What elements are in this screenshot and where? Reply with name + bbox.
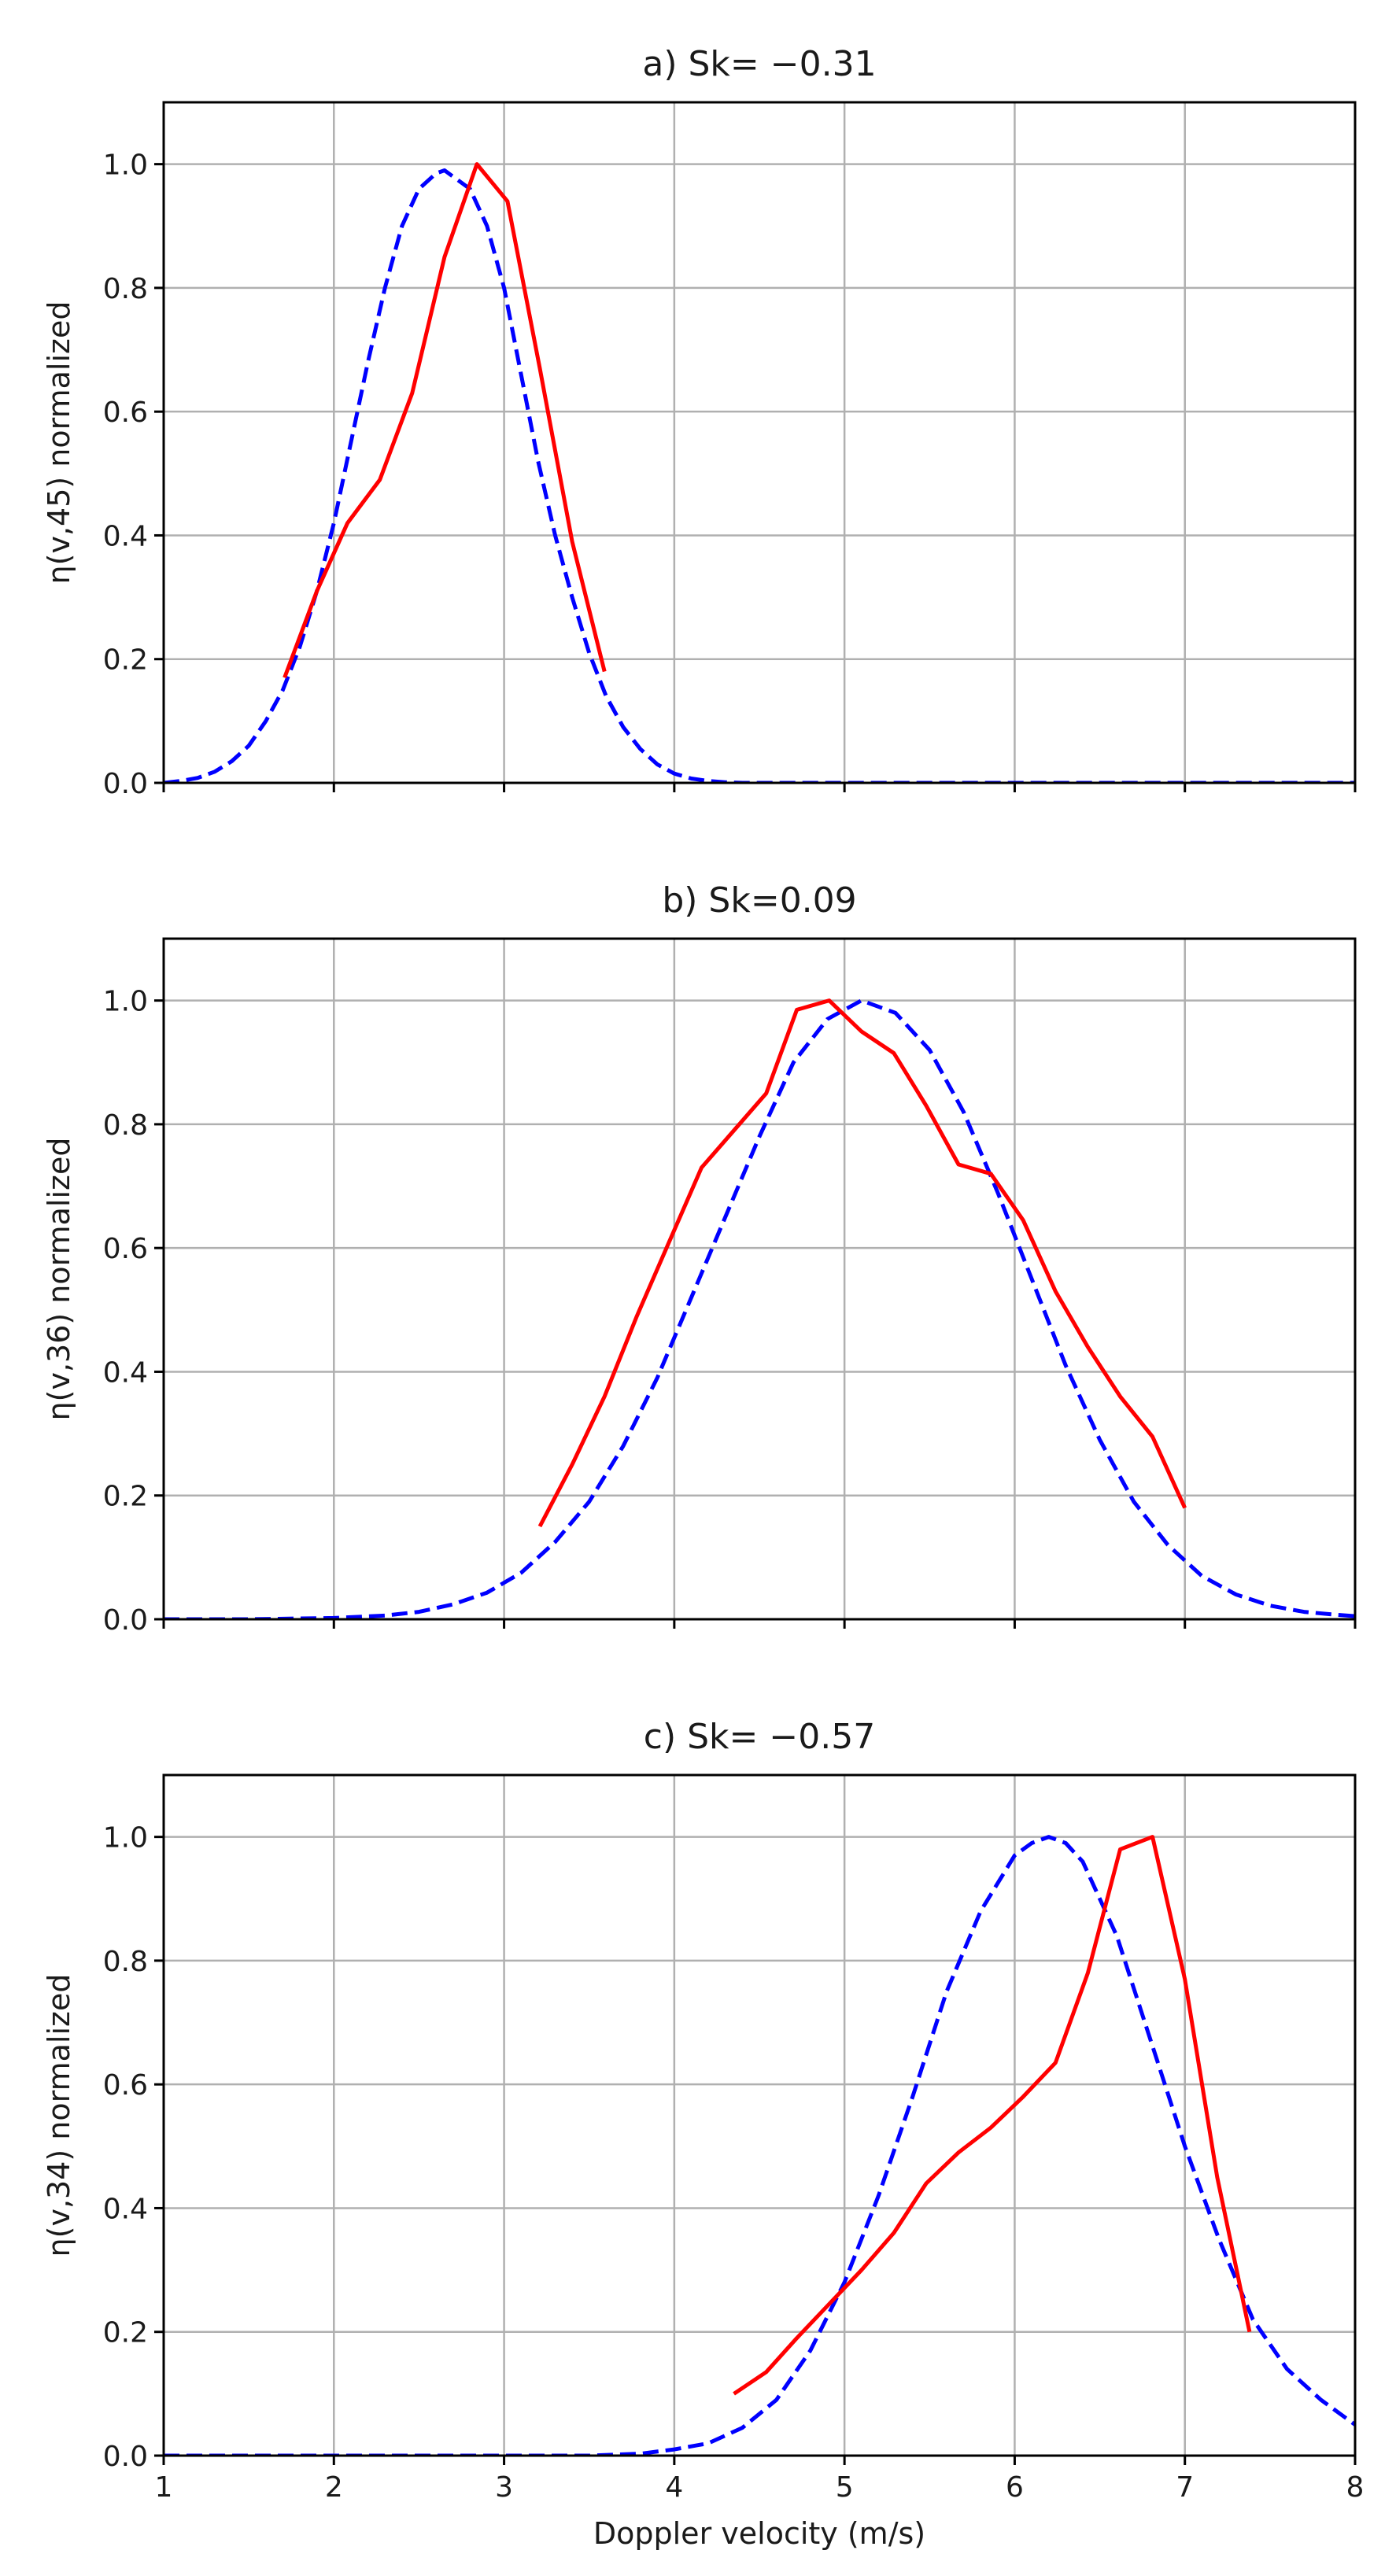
x-tick-label: 3 [495, 2471, 513, 2504]
x-tick-label: 6 [1006, 2471, 1024, 2504]
panel-b: 0.0 0.2 0.4 0.6 0.8 1.0 b) Sk=0.09 η(v,36) norm… [42, 880, 1357, 1637]
x-axis-label: Doppler velocity (m/s) [593, 2516, 925, 2551]
solid-red-series [537, 998, 1187, 1528]
y-tick-label: 0.6 [103, 1233, 148, 1265]
axes-frame [162, 937, 1357, 1621]
y-tick-label: 1.0 [103, 1822, 148, 1854]
y-axis-label: η(v,34) normalized [42, 1974, 76, 2257]
x-tick-label: 1 [155, 2471, 173, 2504]
solid-red-series [283, 162, 607, 679]
y-tick-label: 0.0 [103, 1604, 148, 1637]
y-tick-label: 0.8 [103, 273, 148, 305]
x-tick-label: 7 [1176, 2471, 1194, 2504]
y-tick-label: 0.4 [103, 1356, 148, 1389]
x-tick-label: 2 [325, 2471, 343, 2504]
y-tick-label: 0.4 [103, 2193, 148, 2225]
solid-red-series [733, 1835, 1252, 2396]
dashed-blue-series [164, 1835, 1355, 2456]
y-tick-label: 0.6 [103, 2069, 148, 2102]
dashed-blue-series [164, 998, 1355, 1619]
y-tick-label: 0.2 [103, 644, 148, 677]
panel-title: a) Sk= −0.31 [642, 44, 876, 84]
x-tick-label: 4 [665, 2471, 683, 2504]
y-tick-label: 0.0 [103, 768, 148, 800]
y-tick-label: 0.4 [103, 520, 148, 552]
y-tick-label: 0.8 [103, 1946, 148, 1978]
panel-a: 0.0 0.2 0.4 0.6 0.8 1.0 a) Sk= −0.31 η(v,45) no… [42, 44, 1357, 800]
y-tick-label: 0.2 [103, 2317, 148, 2349]
y-tick-label: 0.8 [103, 1109, 148, 1142]
y-tick-label: 0.0 [103, 2441, 148, 2473]
dashed-blue-series [164, 168, 1355, 783]
y-tick-label: 0.2 [103, 1481, 148, 1513]
axes-frame [162, 1773, 1357, 2457]
y-axis-label: η(v,45) normalized [42, 301, 76, 585]
y-tick-label: 1.0 [103, 986, 148, 1018]
x-tick-label: 5 [836, 2471, 854, 2504]
y-tick-label: 0.6 [103, 397, 148, 429]
axes-frame [162, 101, 1357, 784]
y-tick-label: 1.0 [103, 149, 148, 182]
panel-title: b) Sk=0.09 [662, 880, 856, 921]
y-axis-label: η(v,36) normalized [42, 1138, 76, 1421]
panel-c: 1 2 3 4 5 6 7 8 0.0 0.2 0.4 0.6 0.8 1.0 c) Sk= −0.57 η(… [42, 1717, 1364, 2551]
panel-title: c) Sk= −0.57 [644, 1717, 875, 1757]
x-tick-label: 8 [1346, 2471, 1365, 2504]
